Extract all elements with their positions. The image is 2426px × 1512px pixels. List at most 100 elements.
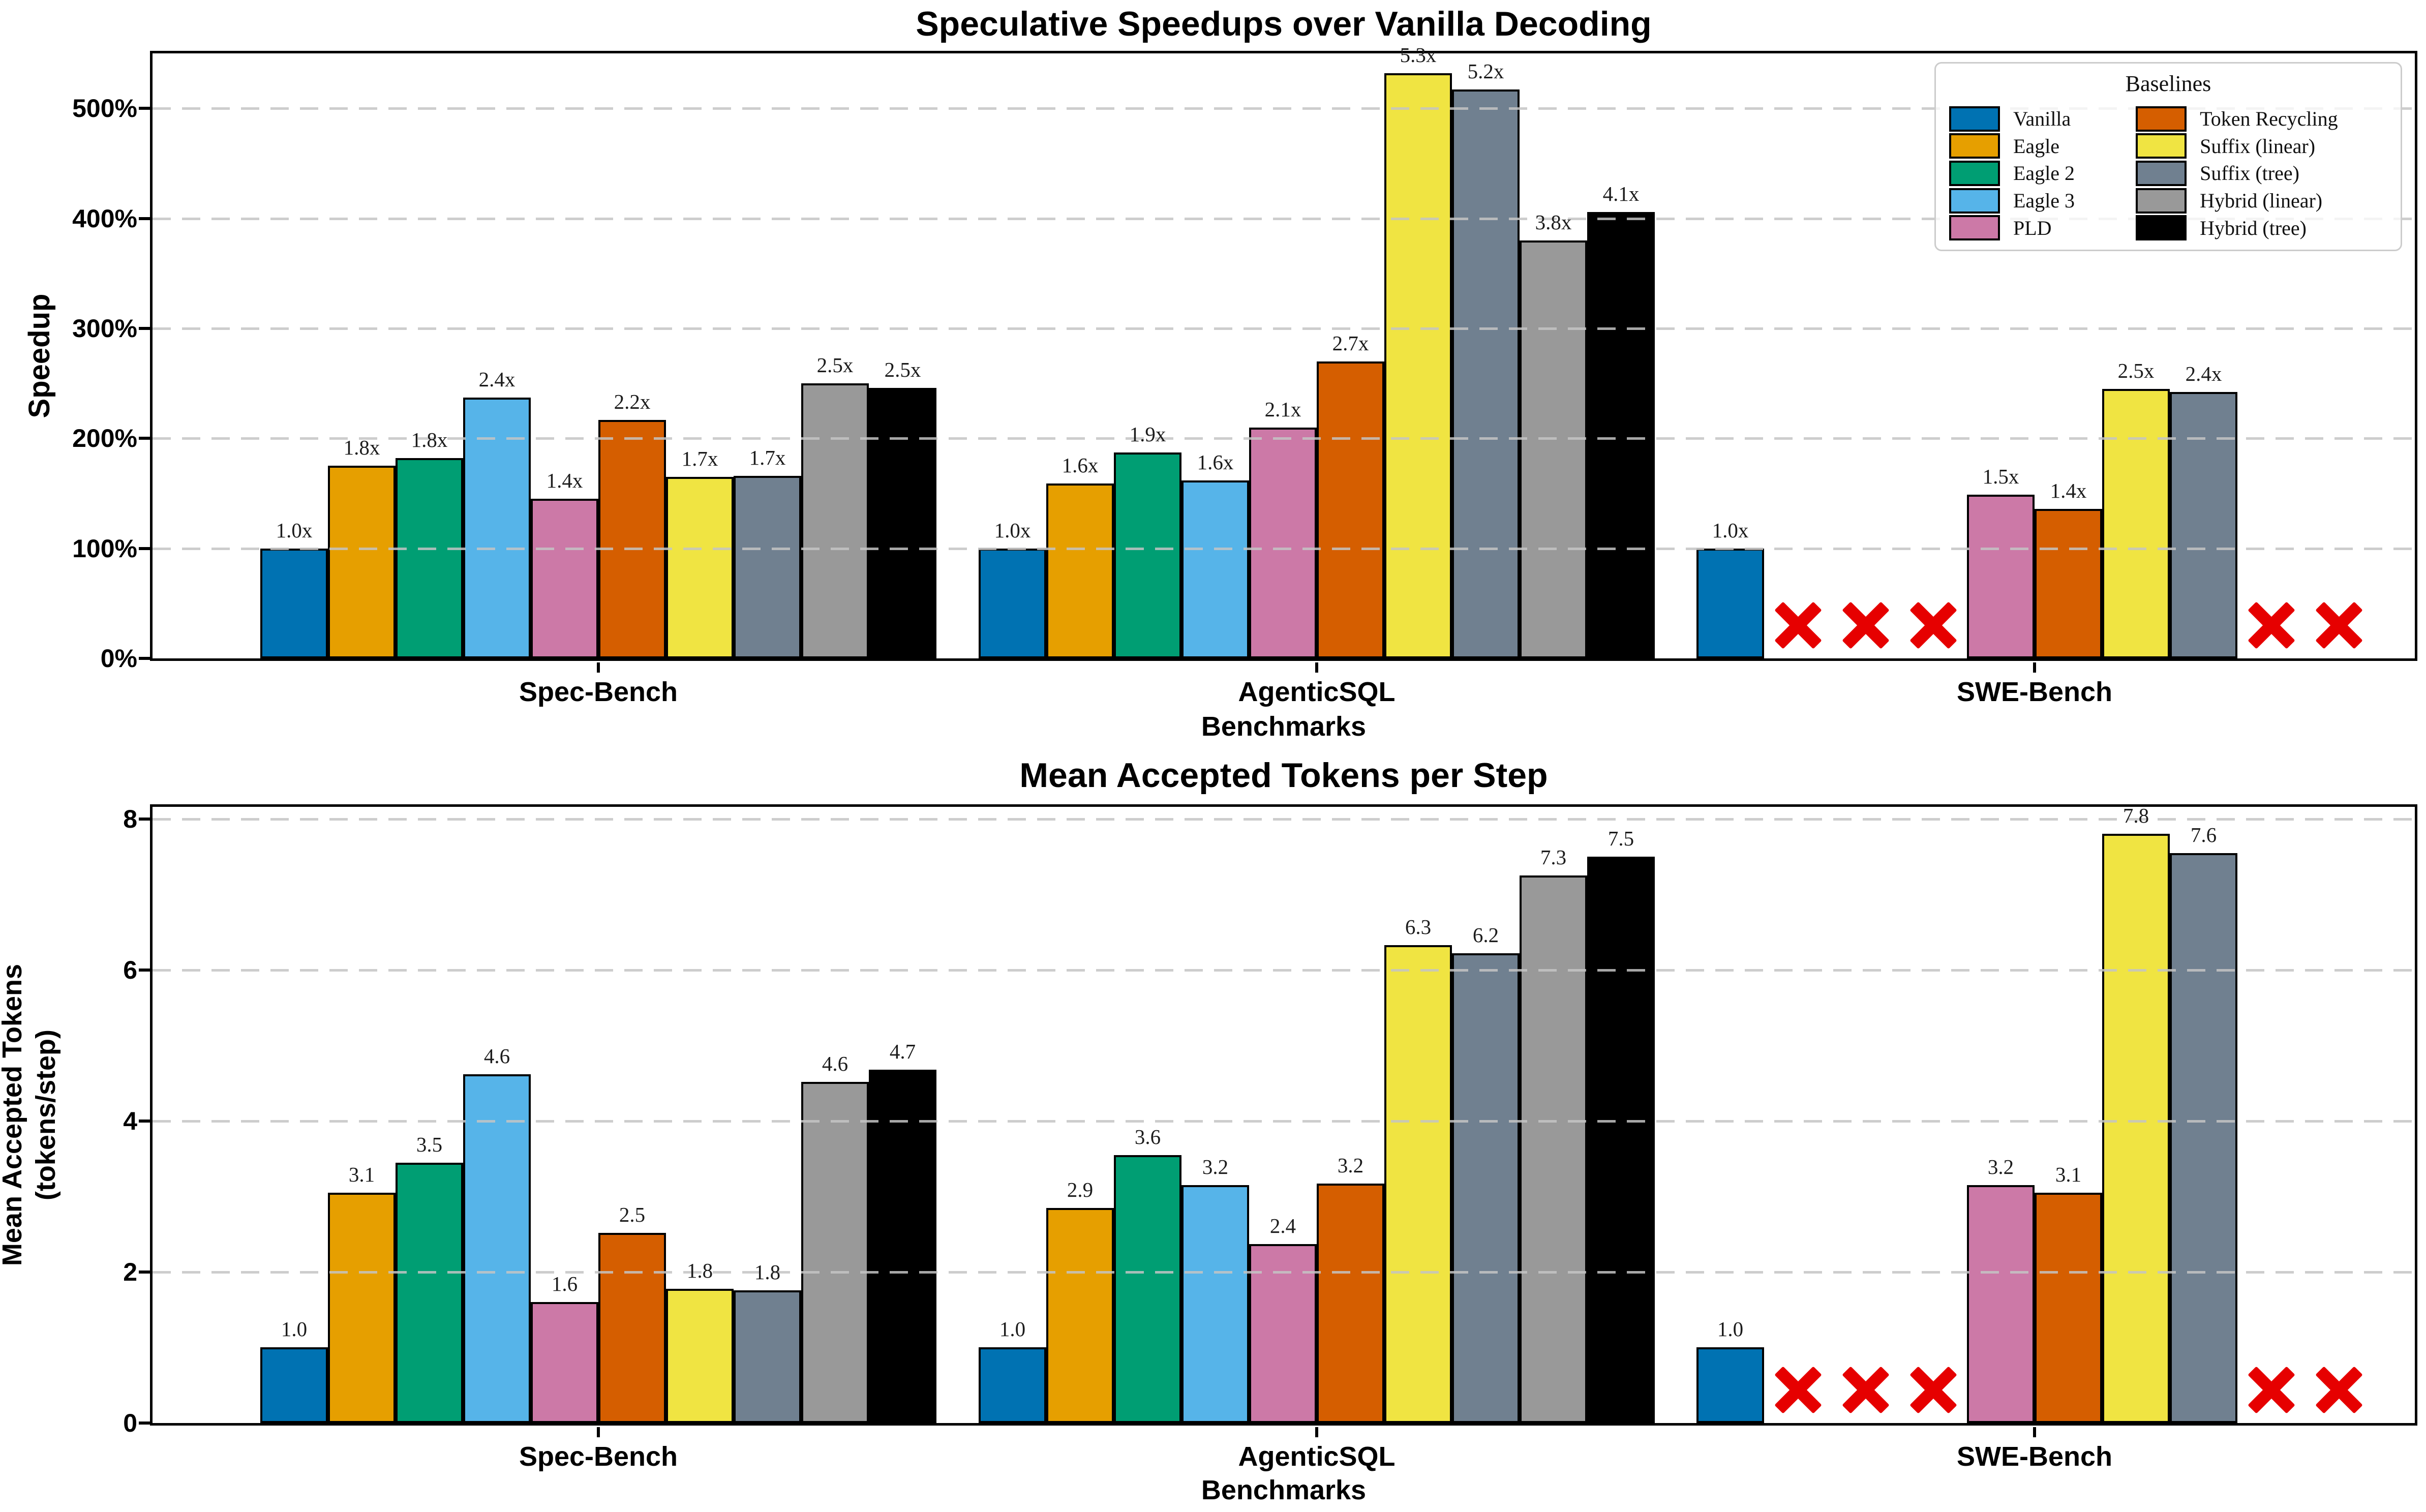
bar	[1696, 548, 1764, 658]
bar	[463, 398, 531, 658]
bar-value-label: 2.5	[619, 1202, 646, 1226]
bar	[1114, 1155, 1181, 1423]
bar	[463, 1074, 531, 1423]
legend-title: Baselines	[2125, 71, 2211, 96]
x-tick-mark	[2033, 662, 2036, 673]
bar	[666, 477, 734, 658]
x-tick-label: Spec-Bench	[519, 1441, 678, 1472]
bar-value-label: 1.4x	[2050, 478, 2087, 502]
y-tick-mark	[139, 217, 150, 220]
speedup-y-axis-label: Speedup	[23, 293, 56, 418]
bar	[869, 387, 936, 658]
bar-value-label: 1.7x	[681, 447, 718, 470]
failed-marker	[2313, 1363, 2366, 1416]
bar-value-label: 4.1x	[1602, 182, 1640, 205]
bar-value-label: 2.5x	[884, 357, 921, 381]
y-tick-label: 8	[123, 804, 137, 833]
tokens-chart-title: Mean Accepted Tokens per Step	[1019, 756, 1548, 795]
bar-value-label: 1.7x	[749, 445, 786, 469]
bar	[1046, 483, 1114, 658]
bar	[1181, 480, 1249, 658]
bar	[979, 548, 1046, 658]
bar	[1452, 953, 1520, 1423]
bar	[734, 475, 801, 658]
bar	[1520, 875, 1587, 1423]
y-tick-label: 300%	[72, 314, 137, 343]
bar	[531, 499, 598, 658]
bar	[2170, 392, 2237, 658]
bar-value-label: 1.8	[686, 1258, 713, 1282]
y-gridline	[153, 547, 2415, 550]
bar-value-label: 6.3	[1405, 915, 1432, 939]
y-gridline	[153, 217, 2415, 220]
tokens-y-axis-label-line1: Mean Accepted Tokens	[0, 963, 27, 1266]
bar	[1696, 1347, 1764, 1423]
bar-value-label: 1.0	[281, 1317, 308, 1341]
bar-value-label: 2.5x	[2117, 358, 2155, 382]
bar-value-label: 7.6	[2190, 823, 2217, 846]
legend: Baselines Vanilla Eagle Eagle 2 Eagle 3 PLD T…	[1934, 62, 2402, 251]
legend-item: PLD	[1949, 215, 2136, 241]
y-tick-mark	[139, 437, 150, 440]
legend-swatch-icon	[1949, 160, 2000, 186]
bar-value-label: 3.1	[348, 1163, 375, 1186]
y-gridline	[153, 437, 2415, 440]
legend-item: Suffix (tree)	[2136, 160, 2393, 186]
legend-swatch-icon	[2136, 188, 2187, 214]
legend-item-label: Hybrid (tree)	[2200, 216, 2307, 239]
bar	[734, 1290, 801, 1423]
bar	[1452, 89, 1520, 658]
bar	[260, 1347, 328, 1423]
failed-marker	[1839, 1363, 1892, 1416]
bar-value-label: 1.6x	[1197, 450, 1234, 474]
legend-item-label: Eagle	[2013, 134, 2060, 158]
bar	[1046, 1207, 1114, 1423]
bar-value-label: 1.0x	[1712, 518, 1749, 542]
y-tick-label: 0	[123, 1409, 137, 1437]
y-tick-mark	[139, 547, 150, 550]
bar	[1384, 73, 1452, 658]
failed-marker	[2245, 1363, 2298, 1416]
bar-value-label: 1.4x	[546, 469, 583, 493]
x-tick-label: AgenticSQL	[1238, 677, 1396, 707]
bar-value-label: 4.6	[822, 1051, 848, 1075]
bar-value-label: 1.6x	[1062, 453, 1099, 477]
y-tick-mark	[139, 107, 150, 110]
bar	[1384, 945, 1452, 1423]
failed-marker	[1772, 598, 1825, 651]
y-tick-label: 200%	[72, 424, 137, 453]
speedup-plot-area: 1.0x 1.0x 1.0x 1.8x 1.6x 1.8x 1.9x 2.4x 1.6x 1.4x…	[150, 43, 2417, 661]
bar	[979, 1347, 1046, 1423]
bar	[1317, 361, 1384, 658]
bar-value-label: 1.0	[999, 1317, 1026, 1341]
y-tick-mark	[139, 968, 150, 972]
bar-value-label: 3.6	[1134, 1125, 1161, 1148]
y-gridline	[153, 107, 2415, 110]
legend-swatch-icon	[2136, 133, 2187, 159]
bar-value-label: 3.5	[416, 1132, 443, 1156]
y-tick-label: 500%	[72, 94, 137, 123]
bar	[1114, 452, 1181, 658]
bar	[2102, 834, 2170, 1423]
bar-value-label: 2.9	[1067, 1177, 1094, 1201]
tokens-plot-area: 1.0 1.0 1.0 3.1 2.9 3.5 3.6 4.6 3.2 1.6 2.4 3.2 2.5 3…	[150, 804, 2417, 1426]
legend-item: Vanilla	[1949, 106, 2136, 132]
tokens-x-axis-label: Benchmarks	[1201, 1475, 1367, 1505]
bar-value-label: 5.2x	[1467, 59, 1504, 83]
bar-value-label: 1.0x	[994, 518, 1031, 542]
y-tick-label: 6	[123, 955, 137, 984]
legend-swatch-icon	[1949, 215, 2000, 241]
bar	[598, 1232, 666, 1423]
y-gridline	[153, 969, 2415, 972]
x-tick-mark	[1315, 662, 1318, 673]
failed-marker	[1772, 1363, 1825, 1416]
x-tick-label: SWE-Bench	[1956, 1441, 2113, 1472]
failed-marker	[1907, 1363, 1960, 1416]
y-tick-label: 100%	[72, 534, 137, 563]
failed-marker	[2245, 598, 2298, 651]
bar	[328, 466, 396, 658]
y-tick-mark	[139, 817, 150, 821]
bar	[666, 1288, 734, 1423]
y-gridline	[153, 1271, 2415, 1274]
bar-value-label: 2.1x	[1264, 397, 1301, 421]
